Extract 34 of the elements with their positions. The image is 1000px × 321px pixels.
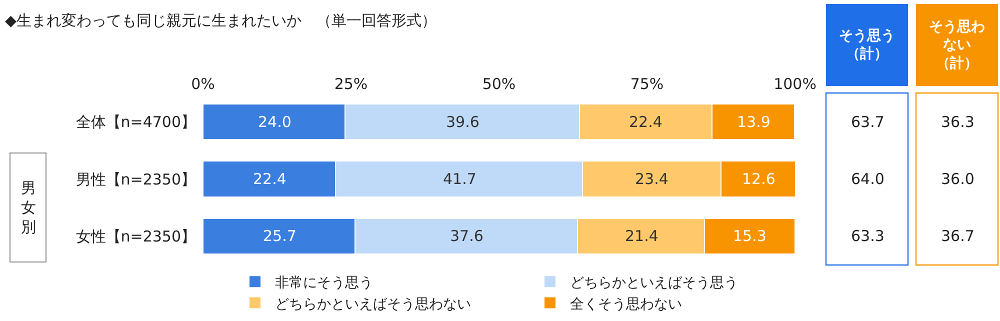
text: 15.3 — [733, 227, 766, 245]
text: 12.6 — [742, 170, 776, 188]
text: 男女別 — [21, 179, 36, 236]
text: 25.7 — [263, 227, 296, 245]
text: 41.7 — [443, 170, 476, 188]
text: 22.4 — [253, 170, 286, 188]
text: 63.7 — [851, 113, 884, 131]
text: 21.4 — [625, 227, 658, 245]
y-tick-label: 女性【n=2350】 — [76, 228, 196, 246]
legend-label: 全くそう思わない — [570, 296, 682, 312]
text: そう思う（計） — [839, 28, 895, 62]
legend-label: どちらかといえばそう思う — [570, 275, 738, 292]
legend-label: どちらかといえばそう思わない — [275, 296, 471, 312]
x-tick-label: 50% — [482, 75, 516, 93]
text: そう思わない（計） — [929, 19, 985, 72]
y-tick-label: 男性【n=2350】 — [76, 170, 196, 188]
text: 63.3 — [851, 227, 884, 245]
x-tick-label: 25% — [334, 75, 368, 93]
x-tick-label: 100% — [774, 75, 816, 93]
text: 13.9 — [737, 113, 770, 131]
text: 36.7 — [941, 227, 974, 245]
x-tick-label: 75% — [630, 75, 664, 93]
x-tick-label: 0% — [191, 75, 215, 93]
text: 36.3 — [941, 113, 974, 131]
text: 64.0 — [851, 170, 884, 188]
y-tick-label: 全体【n=4700】 — [76, 112, 196, 131]
text: 22.4 — [629, 113, 662, 131]
text: 24.0 — [258, 113, 292, 131]
text: 23.4 — [635, 170, 668, 188]
text: 36.0 — [941, 170, 974, 188]
chart-title: ◆生まれ変わっても同じ親元に生まれたいか （単一回答形式） — [5, 11, 437, 30]
text: 39.6 — [446, 113, 480, 131]
text: 37.6 — [450, 227, 484, 245]
legend-label: 非常にそう思う — [275, 275, 373, 292]
